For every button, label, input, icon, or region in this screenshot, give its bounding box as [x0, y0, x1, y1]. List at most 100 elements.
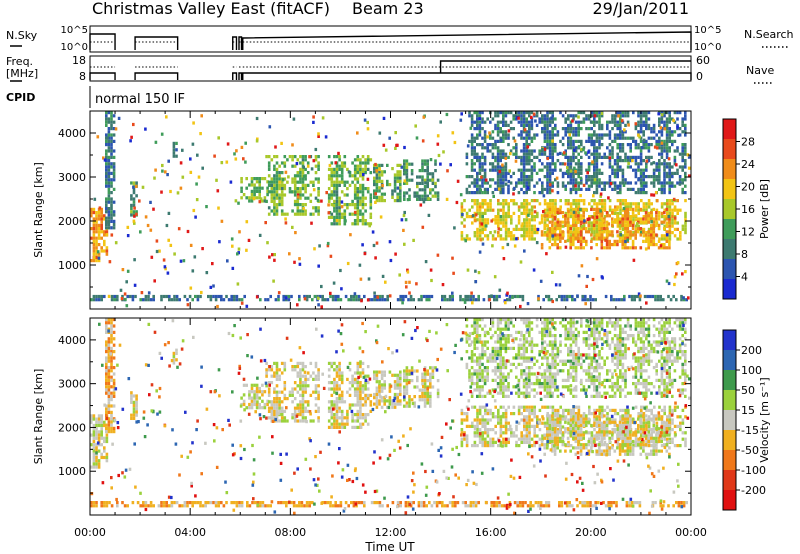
- data-cell: [650, 202, 653, 206]
- data-cell: [494, 181, 497, 185]
- data-cell: [642, 143, 645, 147]
- noise-cell: [617, 114, 620, 118]
- data-cell: [105, 459, 109, 463]
- data-cell: [528, 168, 531, 172]
- data-cell: [671, 208, 674, 212]
- data-cell: [429, 391, 432, 395]
- data-cell: [624, 152, 627, 156]
- data-cell: [634, 208, 638, 212]
- data-cell: [499, 237, 503, 241]
- data-cell: [380, 396, 384, 400]
- data-cell: [267, 212, 271, 216]
- noise-cell: [176, 191, 180, 195]
- data-cell: [317, 368, 320, 372]
- data-cell: [577, 205, 581, 209]
- data-cell: [393, 199, 397, 203]
- data-cell: [340, 377, 344, 381]
- data-cell: [470, 114, 474, 118]
- data-cell: [92, 243, 96, 247]
- data-cell: [530, 231, 534, 235]
- data-cell: [574, 233, 578, 237]
- data-cell: [278, 377, 281, 381]
- data-cell: [304, 196, 307, 200]
- data-cell: [423, 191, 427, 195]
- data-cell: [548, 236, 552, 240]
- data-cell: [580, 165, 583, 169]
- data-cell: [559, 168, 562, 172]
- data-cell: [484, 221, 487, 225]
- data-cell: [491, 428, 495, 432]
- data-cell: [470, 162, 474, 166]
- data-cell: [548, 139, 552, 143]
- data-cell: [621, 181, 625, 185]
- data-cell: [660, 146, 664, 150]
- noise-cell: [631, 159, 634, 163]
- data-cell: [465, 215, 469, 219]
- data-cell: [507, 187, 510, 191]
- data-cell: [470, 143, 474, 147]
- data-cell: [327, 381, 331, 385]
- data-cell: [671, 165, 674, 169]
- data-cell: [624, 178, 627, 182]
- data-cell: [92, 423, 96, 428]
- data-cell: [642, 111, 645, 115]
- data-cell: [375, 396, 379, 400]
- noise-cell: [442, 150, 445, 154]
- data-cell: [634, 236, 637, 240]
- data-cell: [476, 234, 479, 238]
- data-cell: [273, 212, 276, 216]
- data-cell: [611, 139, 614, 143]
- data-cell: [317, 409, 320, 413]
- data-cell: [405, 181, 409, 185]
- data-cell: [652, 127, 656, 131]
- data-cell: [528, 111, 531, 115]
- data-cell: [273, 397, 276, 401]
- noise-cell: [312, 120, 315, 124]
- data-cell: [110, 391, 113, 395]
- data-cell: [587, 187, 591, 191]
- data-cell: [351, 425, 354, 429]
- data-cell: [369, 158, 373, 162]
- data-cell: [494, 431, 497, 435]
- data-cell: [413, 194, 416, 198]
- data-cell: [507, 133, 510, 137]
- data-cell: [386, 405, 389, 409]
- data-cell: [619, 191, 622, 195]
- data-cell: [112, 324, 116, 328]
- noise-cell: [404, 170, 407, 174]
- data-cell: [330, 174, 334, 178]
- data-cell: [421, 162, 424, 166]
- data-cell: [564, 152, 567, 156]
- data-cell: [399, 199, 402, 203]
- data-cell: [110, 334, 113, 338]
- data-cell: [293, 413, 297, 417]
- data-cell: [335, 190, 339, 194]
- data-cell: [423, 162, 427, 166]
- data-cell: [679, 231, 682, 235]
- data-cell: [673, 227, 677, 231]
- noise-cell: [220, 219, 224, 223]
- data-cell: [405, 162, 409, 166]
- noise-cell: [298, 257, 301, 261]
- data-cell: [658, 159, 661, 163]
- data-cell: [191, 298, 194, 302]
- data-cell: [645, 139, 648, 143]
- data-cell: [348, 203, 352, 207]
- data-cell: [663, 227, 666, 231]
- data-cell: [399, 195, 402, 199]
- data-cell: [595, 162, 599, 166]
- data-cell: [403, 191, 406, 195]
- data-cell: [595, 111, 599, 115]
- data-cell: [405, 366, 409, 370]
- data-cell: [613, 136, 617, 140]
- data-cell: [149, 298, 153, 302]
- data-cell: [373, 396, 376, 400]
- data-cell: [525, 424, 529, 428]
- data-cell: [364, 161, 367, 165]
- data-cell: [107, 130, 111, 134]
- data-cell: [105, 249, 109, 253]
- data-cell: [619, 155, 622, 159]
- data-cell: [548, 220, 552, 224]
- data-cell: [280, 187, 284, 191]
- data-cell: [383, 298, 387, 302]
